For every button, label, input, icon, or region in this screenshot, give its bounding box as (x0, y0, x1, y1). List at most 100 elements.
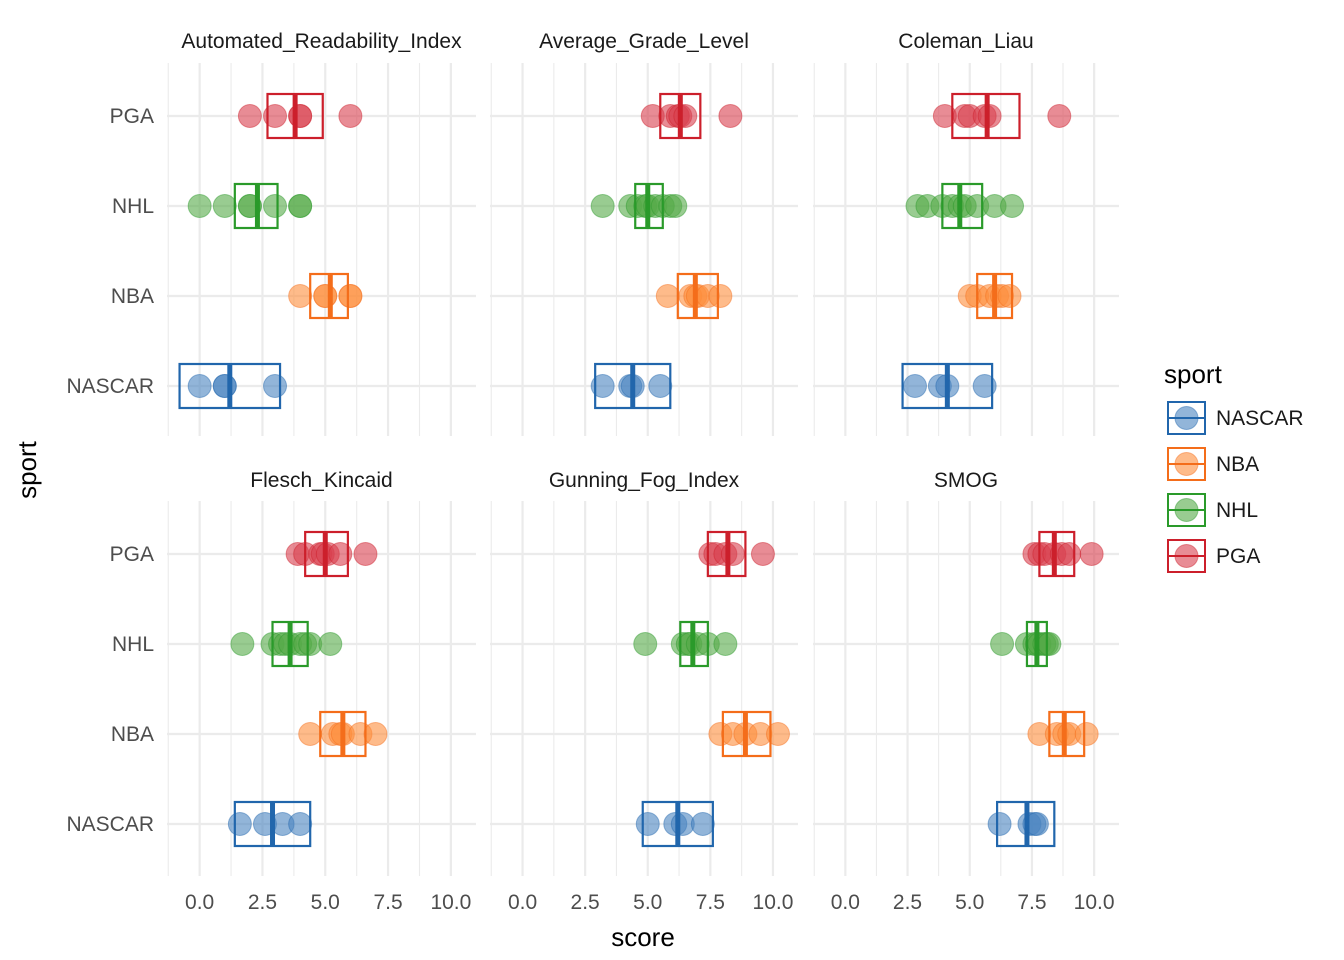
data-point (997, 284, 1022, 308)
data-point (237, 104, 262, 128)
data-point (750, 542, 775, 566)
data-point (1000, 194, 1025, 218)
legend-label: NHL (1216, 499, 1258, 522)
x-tick-label: 2.5 (893, 891, 922, 914)
y-axis-tick-labels: NASCAR NBA NHL PGA NASCAR NBA NHL PGA (66, 105, 154, 836)
legend-label: PGA (1216, 545, 1260, 568)
y-tick-label: PGA (110, 105, 154, 128)
x-tick-label: 2.5 (571, 891, 600, 914)
data-point (187, 374, 212, 398)
data-point (590, 374, 615, 398)
y-tick-label: NBA (111, 723, 154, 746)
data-point (635, 812, 660, 836)
data-point (655, 284, 680, 308)
facet-strip-labels: Automated_Readability_Index Average_Grade… (181, 30, 1033, 492)
facet-panel (813, 501, 1119, 876)
x-tick-label: 0.0 (185, 891, 214, 914)
data-point (288, 194, 313, 218)
data-point (718, 104, 743, 128)
x-axis-tick-labels: 0.0 2.5 5.0 7.5 10.0 0.0 2.5 5.0 7.5 10.0 0.0 2.5 5.… (185, 891, 1115, 914)
y-axis-title: sport (12, 440, 42, 499)
y-tick-label: NHL (112, 633, 154, 656)
data-point (227, 812, 252, 836)
data-point (288, 812, 313, 836)
data-point (338, 104, 363, 128)
data-point (212, 374, 237, 398)
facet-panel (490, 63, 798, 436)
data-point (1047, 104, 1072, 128)
data-point (690, 812, 715, 836)
data-point (298, 632, 323, 656)
facet-strip-label: Gunning_Fog_Index (549, 469, 740, 492)
data-point (1074, 722, 1099, 746)
x-tick-label: 0.0 (508, 891, 537, 914)
facet-strip-label: Average_Grade_Level (539, 30, 749, 53)
y-tick-label: NASCAR (66, 813, 154, 836)
x-tick-label: 5.0 (955, 891, 984, 914)
data-point (765, 722, 790, 746)
data-point (720, 542, 745, 566)
legend-label: NBA (1216, 453, 1259, 476)
legend-title: sport (1164, 359, 1223, 389)
data-point (363, 722, 388, 746)
data-point (990, 632, 1015, 656)
legend-item: NBA (1167, 447, 1259, 481)
data-point (903, 374, 927, 398)
data-point (288, 104, 313, 128)
data-point (713, 632, 738, 656)
y-tick-label: NBA (111, 285, 154, 308)
data-point (663, 194, 688, 218)
x-tick-label: 7.5 (1017, 891, 1046, 914)
facet-strip-label: SMOG (934, 469, 998, 492)
data-point (1037, 632, 1062, 656)
facet-strip-label: Flesch_Kincaid (250, 469, 392, 492)
data-point (1057, 542, 1082, 566)
x-tick-label: 7.5 (373, 891, 402, 914)
data-point (263, 194, 288, 218)
x-tick-label: 10.0 (753, 891, 794, 914)
legend-item: PGA (1167, 539, 1260, 573)
facet-strip-label: Automated_Readability_Index (181, 30, 462, 53)
x-tick-label: 7.5 (696, 891, 725, 914)
x-tick-label: 0.0 (831, 891, 860, 914)
y-tick-label: PGA (110, 543, 154, 566)
facet-panel (490, 501, 798, 876)
data-point (313, 284, 338, 308)
data-point (263, 374, 288, 398)
data-point (318, 632, 343, 656)
legend: sport NASCAR NBA NHL PGA (1164, 359, 1304, 573)
data-point (212, 194, 237, 218)
crossbar (676, 272, 719, 320)
facet-panel (167, 63, 476, 436)
legend-item: NASCAR (1167, 401, 1304, 435)
legend-label: NASCAR (1216, 407, 1304, 430)
facet-panel (167, 501, 476, 876)
data-point (987, 812, 1012, 836)
data-point (298, 722, 323, 746)
facet-panels (167, 63, 1119, 876)
data-point (673, 104, 698, 128)
data-point (338, 284, 363, 308)
data-point (230, 632, 255, 656)
facet-strip-label: Coleman_Liau (898, 30, 1033, 53)
y-tick-label: NHL (112, 195, 154, 218)
data-point (263, 104, 288, 128)
data-point (972, 374, 997, 398)
data-point (708, 284, 733, 308)
y-tick-label: NASCAR (66, 375, 154, 398)
x-tick-label: 10.0 (430, 891, 471, 914)
data-point (633, 632, 658, 656)
data-point (288, 284, 313, 308)
x-tick-label: 5.0 (311, 891, 340, 914)
legend-item: NHL (1167, 493, 1258, 527)
x-tick-label: 5.0 (633, 891, 662, 914)
data-point (648, 374, 673, 398)
data-point (187, 194, 212, 218)
data-point (590, 194, 615, 218)
data-point (353, 542, 378, 566)
x-tick-label: 2.5 (248, 891, 277, 914)
x-axis-title: score (611, 922, 675, 952)
x-tick-label: 10.0 (1074, 891, 1115, 914)
data-point (1079, 542, 1104, 566)
